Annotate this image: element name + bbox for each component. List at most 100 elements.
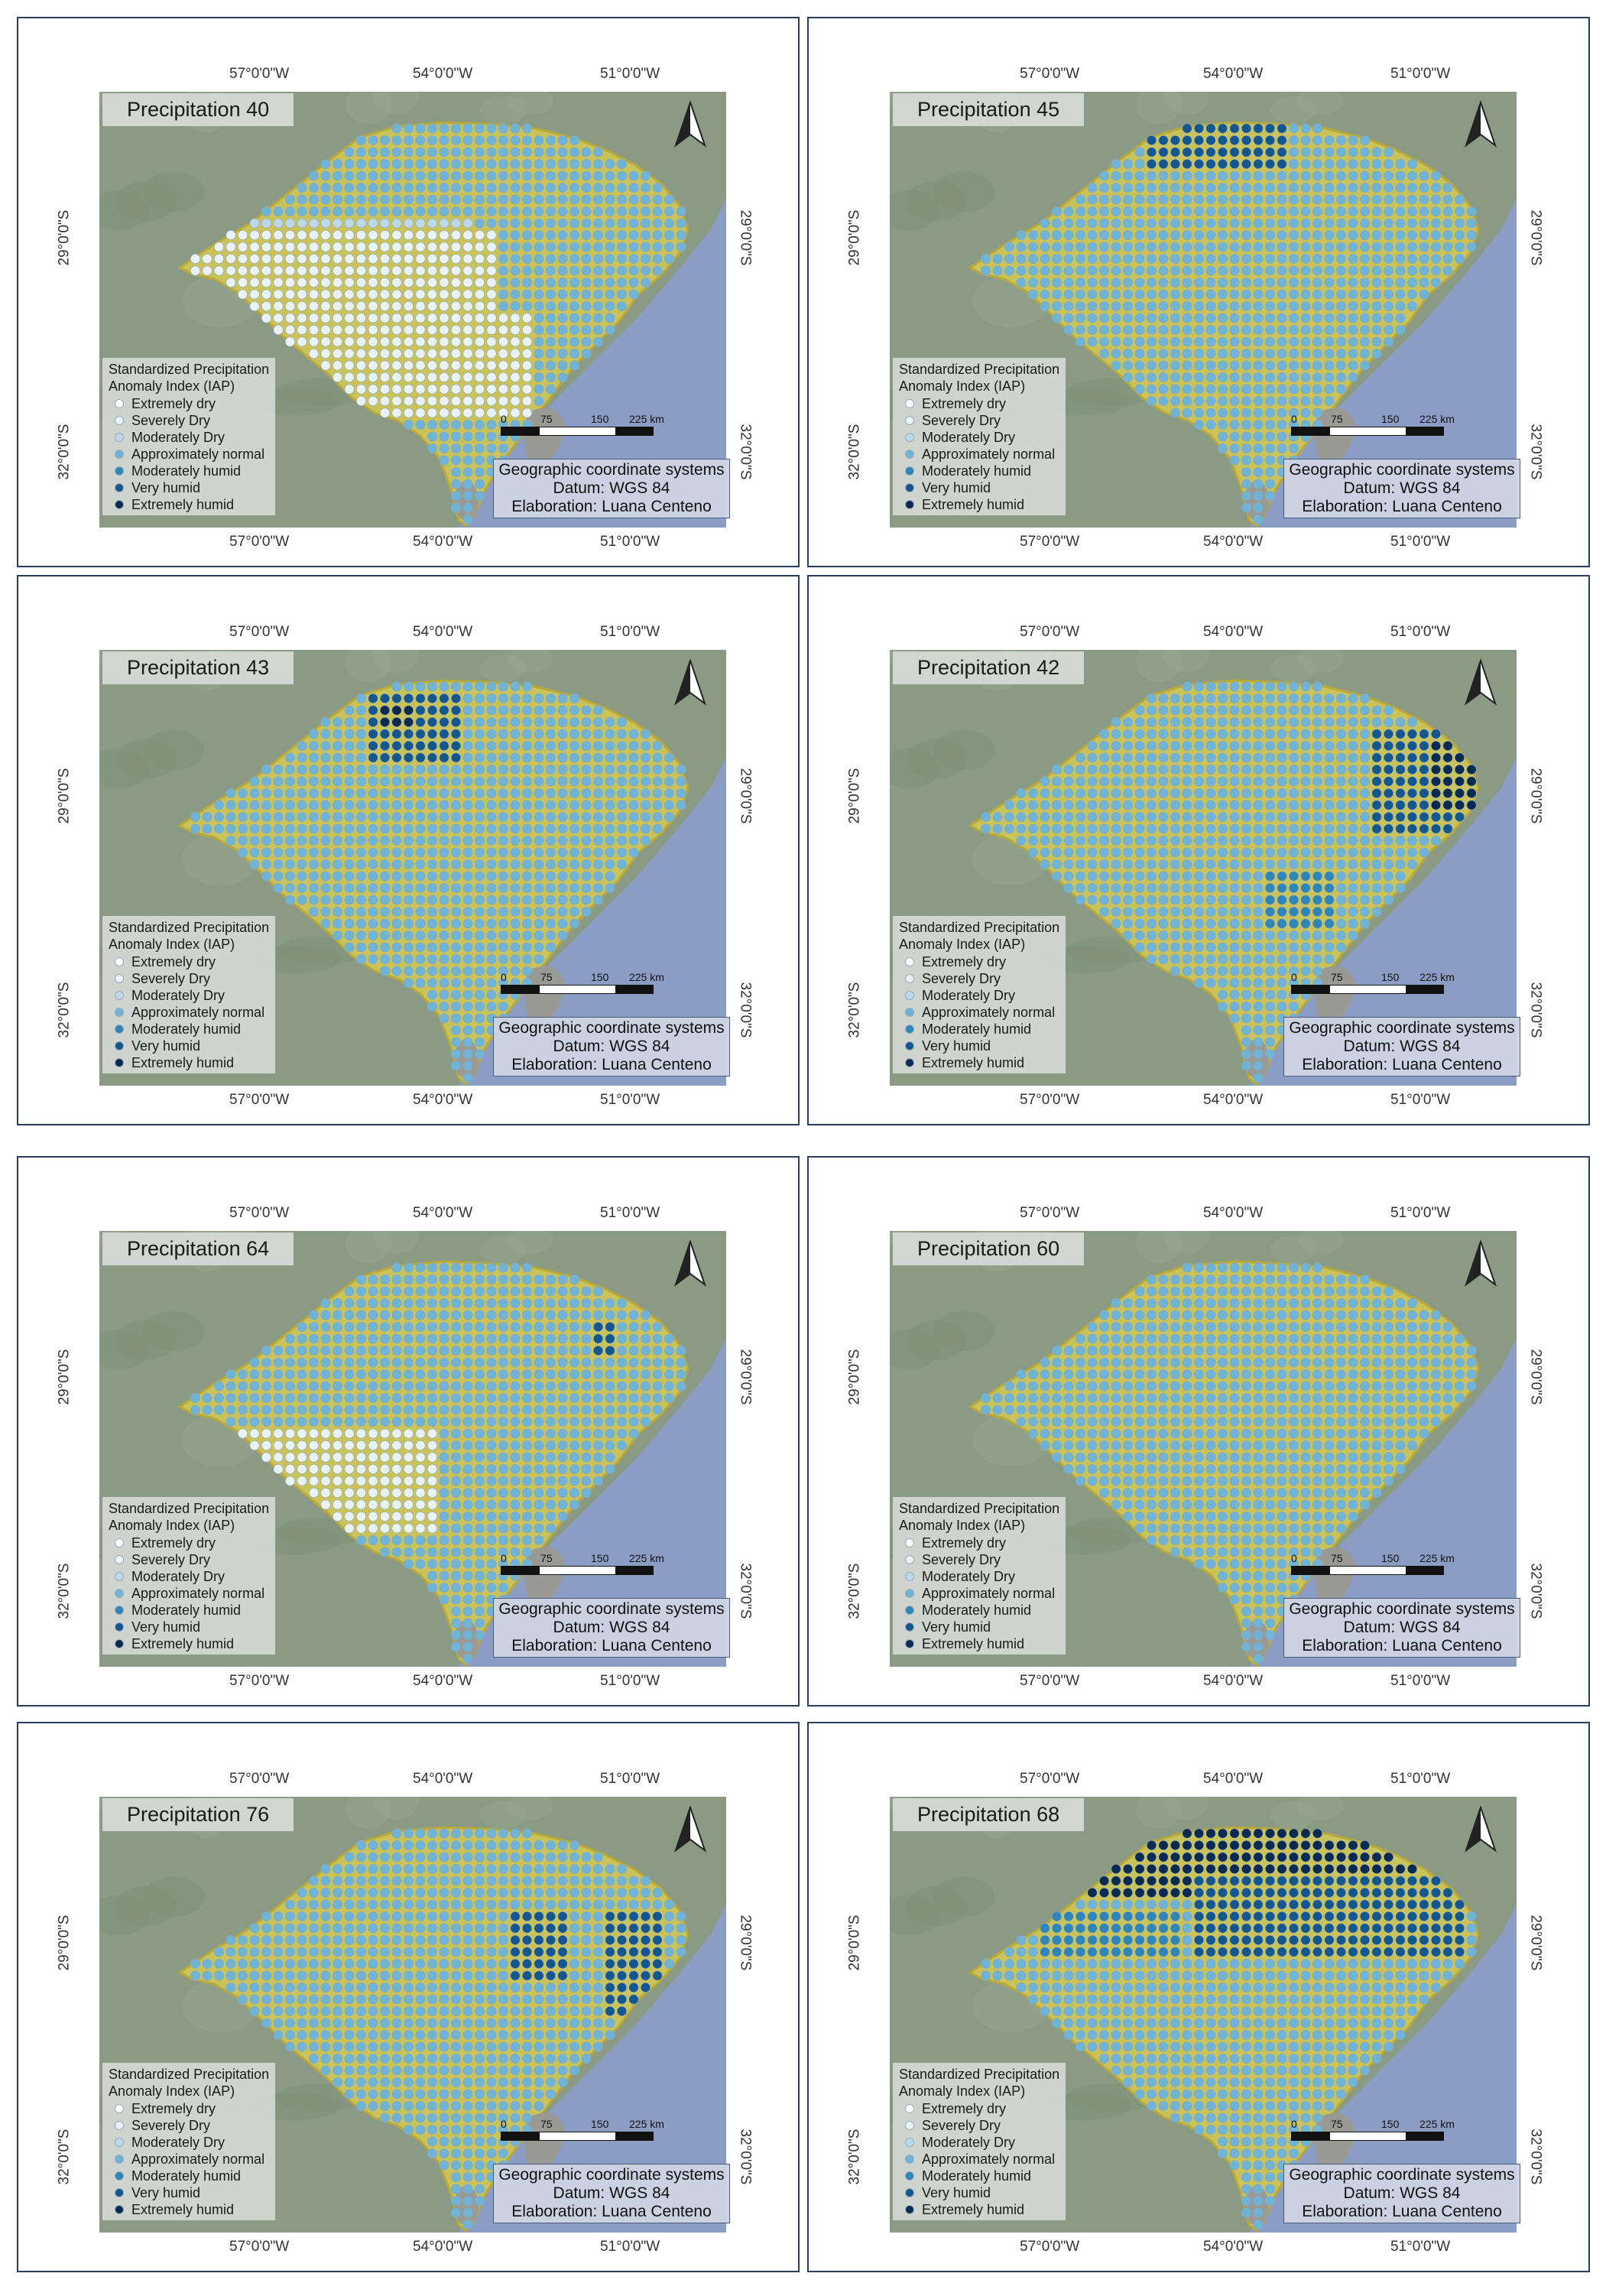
legend-item-label: Extremely humid: [131, 497, 235, 512]
info-line3: Elaboration: Luana Centeno: [511, 498, 712, 515]
longitude-tick-top: 57°0'0"W: [229, 624, 290, 640]
legend-marker-icon: [115, 1538, 124, 1547]
legend-item: Extremely dry: [109, 395, 269, 412]
legend-item-label: Severely Dry: [922, 1552, 1001, 1567]
scale-segment: [501, 427, 540, 435]
info-line2: Datum: WGS 84: [553, 1619, 670, 1636]
longitude-tick-top: 54°0'0"W: [1203, 1771, 1264, 1787]
legend-marker-icon: [115, 500, 124, 509]
longitude-tick-bottom: 51°0'0"W: [1390, 534, 1451, 550]
legend-item-label: Approximately normal: [131, 2151, 265, 2167]
legend-marker-icon: [905, 2155, 914, 2164]
legend-item: Severely Dry: [109, 1551, 269, 1568]
legend-item: Extremely humid: [899, 1635, 1059, 1652]
lagoon-patos: [524, 2113, 566, 2179]
legend-marker-icon: [115, 450, 124, 459]
scale-segment: [1368, 1567, 1406, 1574]
legend-item: Severely Dry: [899, 2117, 1059, 2134]
scale-segment: [1292, 986, 1330, 993]
info-line3: Elaboration: Luana Centeno: [1302, 1637, 1502, 1655]
longitude-tick-bottom: 54°0'0"W: [1203, 2239, 1264, 2255]
north-arrow-icon: [1465, 1806, 1497, 1853]
lagoon-patos: [1315, 966, 1356, 1032]
info-line1: Geographic coordinate systems: [498, 1600, 725, 1618]
legend-marker-icon: [905, 483, 914, 492]
legend-marker-icon: [115, 2155, 124, 2164]
latitude-tick-right: 32°0'0"S: [1527, 982, 1544, 1038]
legend-item-label: Approximately normal: [131, 1586, 265, 1601]
legend-marker-icon: [115, 1606, 124, 1615]
legend-title: Standardized Precipitation Anomaly Index …: [109, 1500, 269, 1534]
legend-title-line1: Standardized Precipitation: [899, 1501, 1060, 1516]
scale-label: 150: [1381, 971, 1400, 983]
legend-item: Approximately normal: [899, 1004, 1059, 1021]
panel-title: Precipitation 60: [893, 1232, 1085, 1265]
legend-item: Approximately normal: [109, 1004, 269, 1021]
legend-marker-icon: [115, 1589, 124, 1598]
legend-item-label: Moderately Dry: [922, 1569, 1016, 1584]
legend-item: Moderately humid: [109, 1021, 269, 1038]
legend-item: Extremely dry: [899, 1534, 1059, 1551]
scale-labels: 0 75 150 225 km: [501, 971, 664, 985]
legend-item: Approximately normal: [109, 1585, 269, 1602]
station-dots: [981, 681, 1477, 1083]
legend-marker-icon: [905, 1589, 914, 1598]
latitude-tick-left: 32°0'0"S: [846, 2129, 863, 2185]
longitude-tick-top: 51°0'0"W: [1390, 66, 1451, 82]
latitude-tick-right: 29°0'0"S: [1527, 768, 1544, 824]
legend-marker-icon: [905, 450, 914, 459]
legend-item-label: Very humid: [131, 2185, 201, 2200]
scale-labels: 0 75 150 225 km: [1291, 1552, 1455, 1566]
legend-title-line1: Standardized Precipitation: [899, 362, 1060, 377]
info-line2: Datum: WGS 84: [1343, 1038, 1461, 1055]
legend-marker-icon: [905, 2104, 914, 2113]
legend-item-label: Moderately Dry: [922, 988, 1016, 1003]
longitude-tick-bottom: 51°0'0"W: [1390, 1673, 1451, 1689]
lagoon-mirim: [454, 481, 479, 521]
legend-item-label: Severely Dry: [922, 971, 1001, 986]
map-panel: 57°0'0"W 54°0'0"W 51°0'0"W 57°0'0"W 54°0'0"W…: [17, 575, 800, 1125]
longitude-tick-top: 51°0'0"W: [1390, 624, 1451, 640]
scale-label: 150: [591, 413, 609, 425]
legend-marker-icon: [905, 1058, 914, 1067]
legend-title-line1: Standardized Precipitation: [109, 2067, 270, 2082]
scale-segment: [1368, 986, 1406, 993]
station-dots: [981, 1828, 1477, 2229]
longitude-tick-bottom: 54°0'0"W: [413, 1092, 473, 1108]
info-line1: Geographic coordinate systems: [498, 1019, 725, 1037]
scale-segment: [1329, 2132, 1368, 2140]
map-panel: 57°0'0"W 54°0'0"W 51°0'0"W 57°0'0"W 54°0'0"W…: [807, 575, 1590, 1125]
legend-marker-icon: [115, 2205, 124, 2214]
latitude-tick-right: 32°0'0"S: [737, 982, 754, 1038]
panel-title: Precipitation 68: [893, 1798, 1085, 1831]
legend-title-line2: Anomaly Index (IAP): [109, 378, 235, 394]
legend-item-label: Extremely humid: [922, 497, 1025, 512]
legend-item-label: Very humid: [922, 1619, 991, 1635]
scale-labels: 0 75 150 225 km: [501, 413, 664, 427]
legend-item: Approximately normal: [899, 2151, 1059, 2168]
info-line1: Geographic coordinate systems: [1289, 461, 1515, 479]
map-canvas: [99, 1231, 726, 1667]
longitude-tick-top: 57°0'0"W: [229, 66, 290, 82]
legend-item-label: Moderately humid: [922, 1021, 1032, 1037]
latitude-tick-right: 29°0'0"S: [1527, 209, 1544, 266]
scale-label: 75: [1331, 971, 1343, 983]
map-info-box: Geographic coordinate systems Datum: WGS …: [493, 1598, 730, 1658]
scale-bar: 0 75 150 225 km: [501, 1552, 664, 1575]
station-dots: [981, 1262, 1477, 1664]
scale-segment: [577, 2132, 615, 2140]
latitude-tick-right: 32°0'0"S: [737, 2129, 754, 2185]
north-arrow-icon: [674, 1240, 706, 1287]
scale-label: 0: [501, 413, 507, 425]
legend-item-label: Approximately normal: [922, 447, 1056, 462]
lagoon-patos: [524, 966, 566, 1032]
latitude-tick-left: 29°0'0"S: [846, 768, 863, 824]
longitude-tick-bottom: 54°0'0"W: [413, 1673, 473, 1689]
longitude-tick-bottom: 51°0'0"W: [1390, 1092, 1451, 1108]
longitude-tick-bottom: 54°0'0"W: [413, 534, 473, 550]
legend-title-line2: Anomaly Index (IAP): [109, 2083, 235, 2099]
lagoon-mirim: [1244, 2186, 1269, 2226]
scale-label: 150: [591, 971, 609, 983]
scale-label: 0: [501, 2118, 507, 2130]
scale-bar: 0 75 150 225 km: [1291, 971, 1455, 994]
